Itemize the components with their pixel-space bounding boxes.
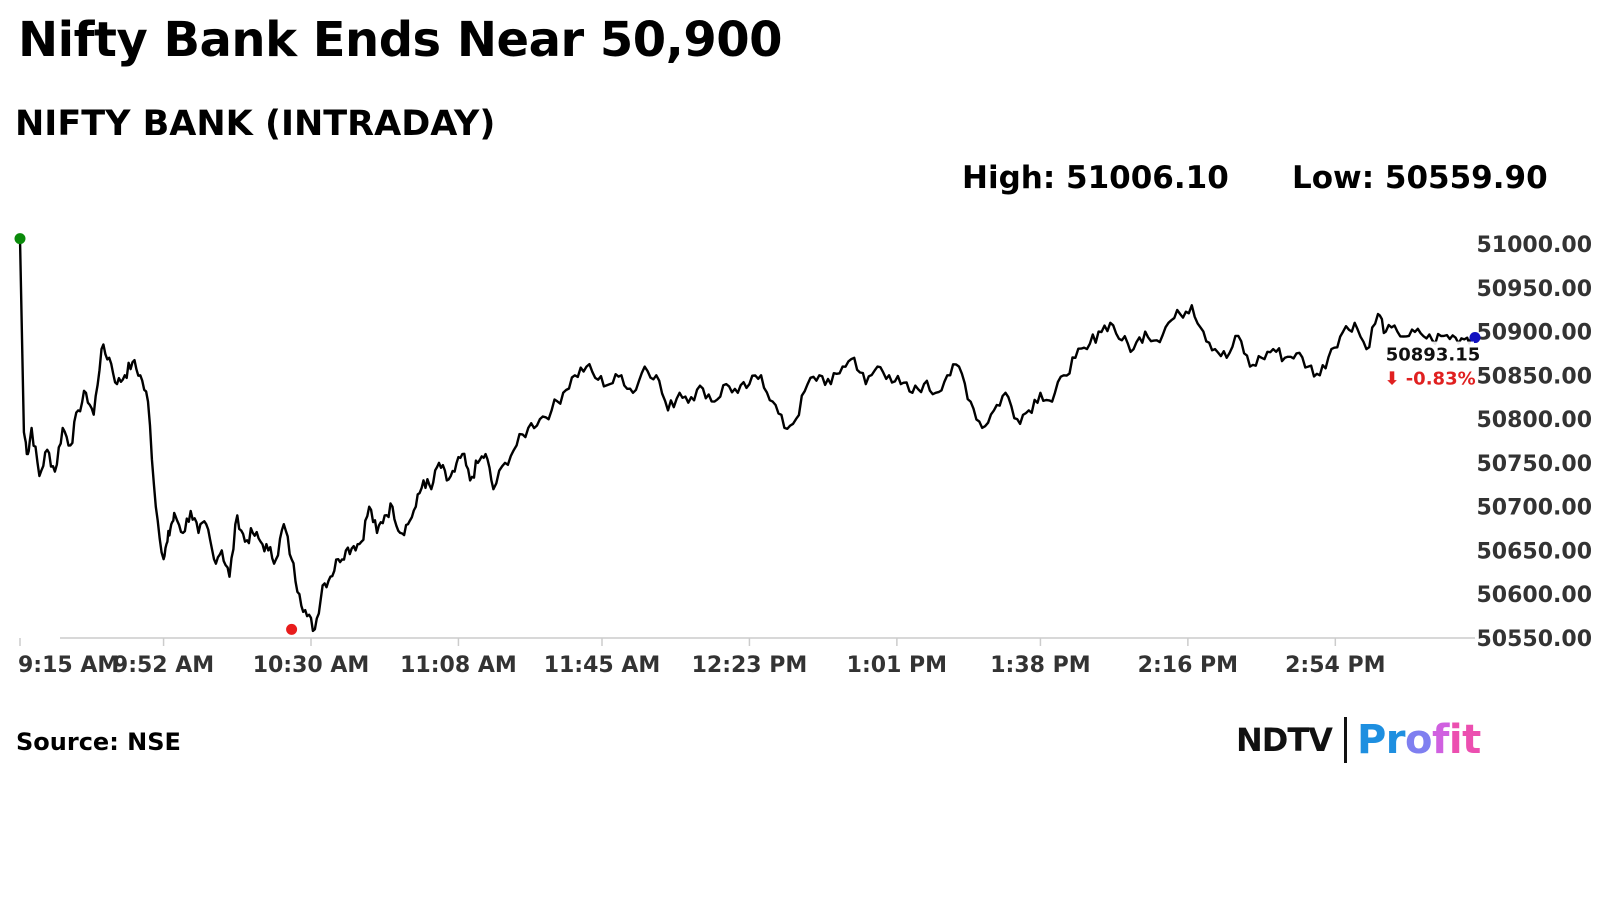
series-line xyxy=(18,238,1477,633)
x-tick-label: 2:16 PM xyxy=(1138,653,1238,678)
x-tick-label: 12:23 PM xyxy=(692,653,808,678)
chart-subtitle: NIFTY BANK (INTRADAY) xyxy=(15,104,496,144)
x-tick-label: 9:52 AM xyxy=(113,653,214,678)
x-tick-label: 9:15 AM xyxy=(18,653,119,678)
source-label: Source: NSE xyxy=(16,728,181,756)
markers: 50893.15 ⬇ -0.83% xyxy=(14,233,1481,635)
y-tick-label: 50600.00 xyxy=(1476,583,1592,608)
y-tick-label: 50700.00 xyxy=(1476,496,1592,521)
last-price-marker xyxy=(1469,332,1481,344)
logo-profit: Profit xyxy=(1356,717,1481,763)
y-tick-label: 50900.00 xyxy=(1476,321,1592,346)
x-tick-label: 2:54 PM xyxy=(1285,653,1385,678)
day-high-stat: High: 51006.10 xyxy=(962,160,1229,196)
y-tick-label: 50750.00 xyxy=(1476,452,1592,477)
logo-ndtv: NDTV xyxy=(1236,721,1333,759)
day-low-stat: Low: 50559.90 xyxy=(1292,160,1548,196)
high-marker xyxy=(14,233,26,245)
x-tick-label: 11:45 AM xyxy=(544,653,661,678)
y-axis: 51000.00 50950.00 50900.00 50850.00 50800.00… xyxy=(1476,233,1592,652)
ndtv-profit-logo: NDTV Profit xyxy=(1236,712,1481,768)
last-price-label-bg xyxy=(1392,341,1474,364)
x-tick-label: 10:30 AM xyxy=(253,653,370,678)
y-tick-label: 50950.00 xyxy=(1476,277,1592,302)
y-tick-label: 50800.00 xyxy=(1476,408,1592,433)
y-tick-label: 50850.00 xyxy=(1476,364,1592,389)
logo-divider xyxy=(1343,717,1347,763)
y-tick-label: 51000.00 xyxy=(1476,233,1592,258)
change-percent-label: ⬇ -0.83% xyxy=(1384,369,1475,390)
x-tick-label: 1:38 PM xyxy=(990,653,1090,678)
intraday-line-chart: 51000.00 50950.00 50900.00 50850.00 50800.00… xyxy=(14,233,1592,678)
low-marker xyxy=(286,623,298,635)
x-tick-label: 11:08 AM xyxy=(400,653,517,678)
headline: Nifty Bank Ends Near 50,900 xyxy=(18,12,783,68)
y-tick-label: 50550.00 xyxy=(1476,627,1592,652)
x-axis: 9:15 AM9:52 AM 10:30 AM 11:08 AM 11:45 AM 12… xyxy=(18,637,1475,678)
x-tick-label: 1:01 PM xyxy=(847,653,947,678)
last-price-label: 50893.15 xyxy=(1386,345,1481,366)
y-tick-label: 50650.00 xyxy=(1476,539,1592,564)
